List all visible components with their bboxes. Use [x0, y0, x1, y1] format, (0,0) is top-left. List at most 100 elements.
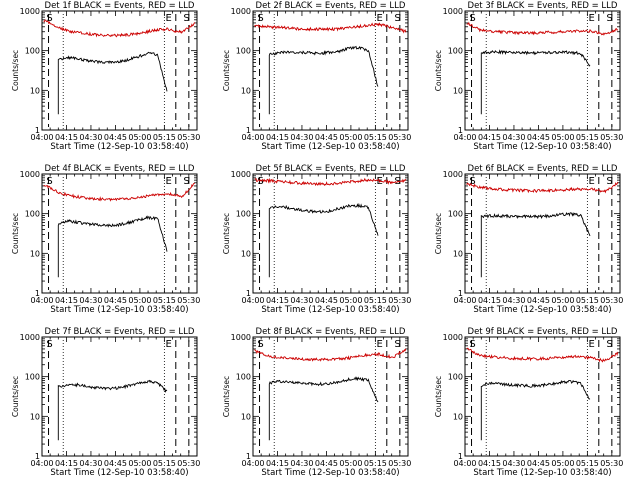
plot-frame — [464, 10, 621, 131]
event-marker-s: S — [257, 13, 263, 24]
y-tick-label: 1000 — [443, 333, 463, 342]
x-tick-label: 04:00 — [453, 296, 476, 305]
x-axis-label: Start Time (12-Sep-10 03:58:40) — [473, 142, 611, 152]
detector-panel-8: Det 8f BLACK = Events, RED = LLD 1 10 100 10… — [222, 327, 411, 478]
plot-frame — [41, 336, 198, 457]
x-tick-label: 04:00 — [453, 133, 476, 142]
series-lld-line — [466, 21, 619, 36]
detector-panel-7: Det 7f BLACK = Events, RED = LLD 1 10 100 10… — [11, 327, 200, 478]
y-tick-label: 1000 — [443, 170, 463, 179]
x-tick-label: 05:30 — [177, 459, 200, 468]
x-tick-label: 05:00 — [128, 296, 151, 305]
x-tick-label: 05:30 — [388, 459, 411, 468]
y-tick-label: 100 — [236, 47, 251, 56]
y-tick-label: 1 — [458, 126, 463, 135]
event-marker-s: S — [606, 339, 612, 350]
x-tick-label: 04:30 — [79, 459, 102, 468]
y-tick-label: 10 — [453, 249, 463, 258]
x-tick-label: 04:30 — [502, 133, 525, 142]
x-tick-label: 05:30 — [177, 133, 200, 142]
series-events-line — [57, 215, 168, 278]
event-marker-s: S — [183, 176, 189, 187]
y-tick-label: 100 — [236, 373, 251, 382]
x-tick-label: 05:00 — [339, 296, 362, 305]
x-tick-label: 04:00 — [30, 133, 53, 142]
event-marker-s: S — [606, 13, 612, 24]
series-events-line — [268, 202, 379, 278]
y-tick-label: 1 — [246, 289, 251, 298]
x-tick-label: 04:15 — [266, 459, 289, 468]
y-axis-label: Counts/sec — [11, 376, 20, 417]
x-tick-label: 05:00 — [128, 133, 151, 142]
y-tick-label: 100 — [448, 47, 463, 56]
y-axis-label: Counts/sec — [11, 50, 20, 91]
x-axis-label: Start Time (12-Sep-10 03:58:40) — [473, 468, 611, 478]
y-tick-label: 1000 — [231, 170, 251, 179]
y-tick-label: 1000 — [20, 170, 40, 179]
x-tick-label: 04:45 — [315, 296, 338, 305]
series-events-line — [268, 45, 379, 115]
x-tick-label: 04:00 — [30, 296, 53, 305]
y-tick-label: 1 — [35, 126, 40, 135]
x-axis-label: Start Time (12-Sep-10 03:58:40) — [50, 142, 188, 152]
y-tick-label: 100 — [236, 210, 251, 219]
series-events-line — [480, 379, 591, 441]
event-marker-e: E — [376, 13, 382, 24]
event-marker-e: E — [165, 13, 171, 24]
y-tick-label: 10 — [30, 412, 40, 421]
event-marker-e: E — [588, 176, 594, 187]
event-marker-s: S — [46, 13, 52, 24]
event-marker-e: E — [165, 339, 171, 350]
y-tick-label: 10 — [30, 249, 40, 258]
series-lld-line — [43, 19, 196, 38]
plot-frame — [252, 10, 409, 131]
x-tick-label: 04:30 — [79, 133, 102, 142]
y-tick-label: 1000 — [231, 333, 251, 342]
series-events-line — [57, 51, 168, 115]
x-tick-label: 04:45 — [315, 459, 338, 468]
y-tick-label: 1 — [458, 452, 463, 461]
y-tick-label: 10 — [30, 86, 40, 95]
event-marker-e: E — [588, 339, 594, 350]
x-axis-label: Start Time (12-Sep-10 03:58:40) — [50, 468, 188, 478]
x-axis-label: Start Time (12-Sep-10 03:58:40) — [473, 305, 611, 315]
series-lld-line — [466, 347, 619, 363]
y-tick-label: 100 — [25, 210, 40, 219]
event-marker-s: S — [257, 339, 263, 350]
event-marker-s: S — [257, 176, 263, 187]
plot-frame — [252, 173, 409, 294]
panel-title: Det 4f BLACK = Events, RED = LLD — [45, 164, 195, 174]
series-lld-line — [254, 177, 407, 187]
plot-frame — [41, 173, 198, 294]
x-tick-label: 05:15 — [576, 133, 599, 142]
x-tick-label: 04:45 — [527, 296, 550, 305]
event-marker-s: S — [469, 13, 475, 24]
x-tick-label: 04:30 — [502, 296, 525, 305]
detector-panel-6: Det 6f BLACK = Events, RED = LLD 1 10 100 10… — [434, 164, 623, 315]
x-tick-label: 04:15 — [55, 133, 78, 142]
event-marker-s: S — [183, 13, 189, 24]
y-tick-label: 1000 — [20, 7, 40, 16]
x-axis-label: Start Time (12-Sep-10 03:58:40) — [261, 142, 399, 152]
x-tick-label: 04:45 — [104, 296, 127, 305]
x-axis-label: Start Time (12-Sep-10 03:58:40) — [261, 305, 399, 315]
series-events-line — [268, 376, 379, 441]
detector-panel-4: Det 4f BLACK = Events, RED = LLD 1 10 100 10… — [11, 164, 200, 315]
x-tick-label: 04:15 — [266, 296, 289, 305]
y-axis-label: Counts/sec — [434, 376, 443, 417]
x-tick-label: 04:00 — [30, 459, 53, 468]
event-marker-s: S — [469, 176, 475, 187]
y-tick-label: 1 — [246, 126, 251, 135]
panel-title: Det 1f BLACK = Events, RED = LLD — [45, 1, 195, 11]
y-tick-label: 10 — [241, 86, 251, 95]
x-tick-label: 04:45 — [104, 459, 127, 468]
panel-title: Det 8f BLACK = Events, RED = LLD — [256, 327, 406, 337]
y-axis-label: Counts/sec — [434, 50, 443, 91]
y-tick-label: 1 — [458, 289, 463, 298]
x-tick-label: 04:00 — [453, 459, 476, 468]
x-tick-label: 05:15 — [153, 459, 176, 468]
x-tick-label: 04:00 — [241, 296, 264, 305]
x-tick-label: 04:45 — [104, 133, 127, 142]
y-tick-label: 10 — [241, 249, 251, 258]
y-axis-label: Counts/sec — [222, 50, 231, 91]
